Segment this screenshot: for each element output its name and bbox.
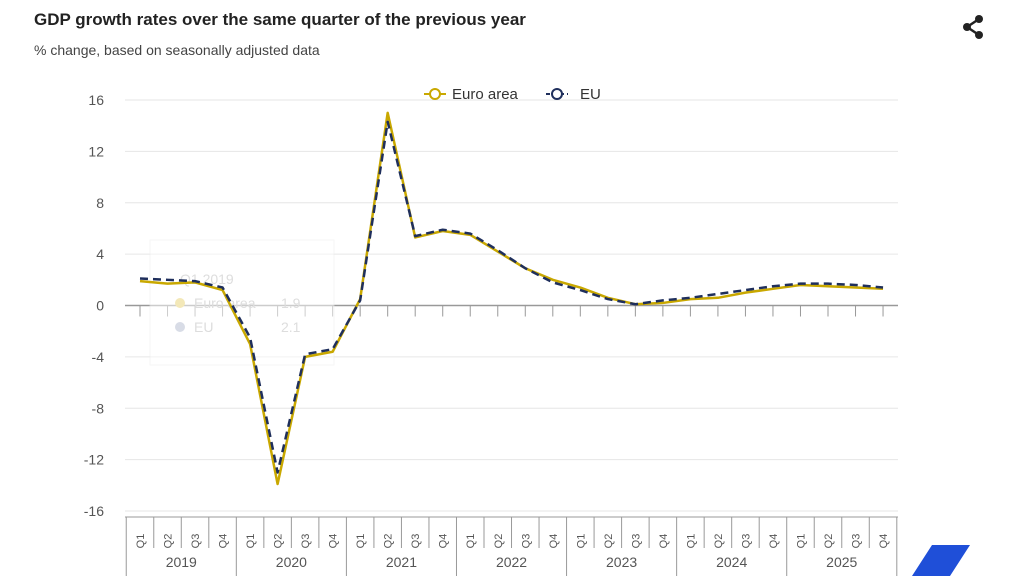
series-line-eu	[139, 120, 884, 474]
x-tick-quarter: Q2	[713, 534, 725, 549]
x-tick-quarter: Q4	[658, 534, 670, 549]
tooltip-euro-area-label: Euro area	[194, 295, 256, 311]
logo-shape	[912, 545, 970, 576]
legend-eu-marker	[551, 88, 563, 100]
x-tick-quarter: Q2	[603, 534, 615, 549]
x-tick-quarter: Q3	[410, 534, 422, 549]
x-tick-quarter: Q3	[190, 534, 202, 549]
x-tick-quarter: Q2	[493, 534, 505, 549]
x-tick-quarter: Q4	[878, 534, 890, 549]
tooltip-euro-area-value: 1.9	[281, 295, 301, 311]
x-tick-quarter: Q1	[465, 534, 477, 549]
y-tick-label: -12	[84, 452, 104, 468]
x-tick-quarter: Q1	[245, 534, 257, 549]
x-tick-quarter: Q2	[823, 534, 835, 549]
x-tick-quarter: Q4	[218, 534, 230, 549]
tooltip-eu-label: EU	[194, 319, 213, 335]
x-tick-quarter: Q1	[135, 534, 147, 549]
y-tick-label: 4	[96, 246, 104, 262]
x-tick-year: 2025	[826, 554, 857, 570]
x-tick-quarter: Q1	[795, 534, 807, 549]
y-tick-label: 8	[96, 195, 104, 211]
x-tick-quarter: Q3	[520, 534, 532, 549]
x-tick-quarter: Q3	[851, 534, 863, 549]
x-tick-year: 2019	[166, 554, 197, 570]
y-tick-label: 12	[88, 143, 104, 159]
y-tick-label: -16	[84, 503, 104, 519]
tooltip-eu-value: 2.1	[281, 319, 301, 335]
legend-euro-area-marker	[429, 88, 441, 100]
chart-subtitle: % change, based on seasonally adjusted d…	[34, 42, 320, 58]
x-tick-quarter: Q1	[355, 534, 367, 549]
x-tick-year: 2021	[386, 554, 417, 570]
x-tick-quarter: Q3	[300, 534, 312, 549]
chart-title: GDP growth rates over the same quarter o…	[34, 10, 526, 29]
x-tick-quarter: Q3	[740, 534, 752, 549]
x-tick-quarter: Q2	[273, 534, 285, 549]
x-tick-quarter: Q1	[575, 534, 587, 549]
y-tick-label: 0	[96, 298, 104, 314]
x-tick-quarter: Q4	[768, 534, 780, 549]
x-tick-quarter: Q1	[685, 534, 697, 549]
x-tick-quarter: Q4	[328, 534, 340, 549]
x-tick-year: 2022	[496, 554, 527, 570]
x-tick-quarter: Q3	[630, 534, 642, 549]
y-tick-label: 16	[88, 92, 104, 108]
y-tick-label: -8	[92, 400, 105, 416]
x-tick-quarter: Q2	[163, 534, 175, 549]
legend-euro-area-label: Euro area	[452, 86, 519, 103]
share-icon[interactable]	[960, 14, 986, 40]
tooltip-euro-area-marker	[175, 298, 185, 308]
y-tick-label: -4	[92, 349, 105, 365]
x-tick-year: 2024	[716, 554, 747, 570]
legend-eu-label: EU	[580, 86, 601, 103]
x-tick-year: 2023	[606, 554, 637, 570]
x-tick-quarter: Q4	[548, 534, 560, 549]
x-tick-quarter: Q4	[438, 534, 450, 549]
x-tick-quarter: Q2	[383, 534, 395, 549]
tooltip-eu-marker	[175, 322, 185, 332]
x-tick-year: 2020	[276, 554, 307, 570]
